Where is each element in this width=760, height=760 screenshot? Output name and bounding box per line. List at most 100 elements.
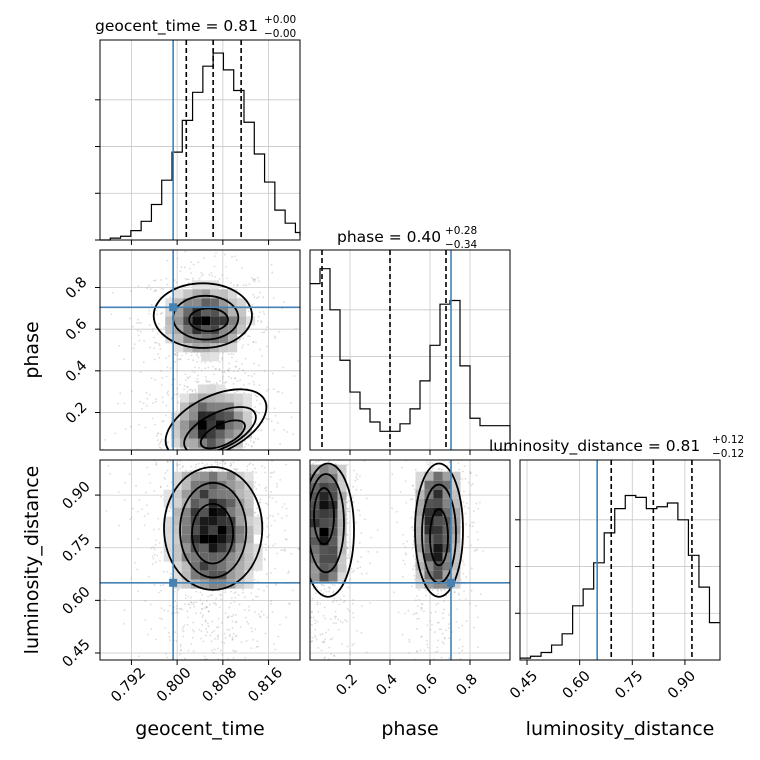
density-cell (208, 489, 218, 499)
sample-point (205, 379, 208, 381)
density-cell (190, 498, 200, 508)
sample-point (404, 546, 407, 549)
sample-point (154, 469, 156, 471)
sample-point (234, 391, 236, 394)
sample-point (265, 486, 268, 489)
sample-point (291, 589, 294, 592)
sample-point (118, 344, 121, 347)
sample-point (224, 588, 227, 591)
density-cell (237, 298, 247, 308)
density-cell (181, 561, 191, 571)
density-cell (235, 489, 245, 499)
sample-point (347, 554, 350, 556)
sample-point (307, 529, 309, 531)
sample-point (461, 559, 464, 562)
sample-point (259, 616, 262, 619)
sample-point (319, 633, 322, 636)
sample-point (348, 510, 351, 513)
sample-point (348, 610, 351, 612)
density-cell (415, 480, 425, 490)
sample-point (277, 461, 279, 463)
hist-bar (460, 366, 470, 450)
hist-bar (562, 634, 573, 660)
density-cell (228, 334, 238, 344)
sample-point (300, 542, 302, 544)
sample-point (161, 320, 163, 322)
contour-line (310, 473, 345, 574)
sample-point (205, 606, 208, 609)
sample-point (253, 296, 256, 299)
sample-point (141, 508, 143, 511)
sample-point (163, 609, 166, 612)
sample-point (429, 628, 432, 631)
sample-point (355, 727, 357, 729)
sample-point (179, 607, 182, 610)
sample-point (284, 470, 286, 472)
sample-point (186, 390, 189, 393)
sample-point (153, 490, 156, 493)
sample-point (465, 457, 467, 459)
sample-point (358, 509, 361, 512)
sample-point (155, 341, 158, 344)
sample-point (441, 745, 443, 747)
density-cell (215, 384, 225, 394)
sample-point (129, 317, 132, 320)
sample-point (263, 589, 265, 592)
sample-point (440, 589, 443, 592)
sample-point (166, 656, 169, 659)
sample-point (429, 620, 432, 622)
sample-point (474, 604, 477, 607)
sample-point (260, 429, 263, 432)
sample-point (257, 613, 260, 616)
density-cell (188, 447, 198, 450)
sample-point (246, 620, 249, 623)
sample-point (114, 432, 117, 435)
sample-point (273, 429, 276, 431)
hist-bar (688, 555, 699, 660)
density-cell (181, 579, 191, 589)
sample-point (405, 501, 408, 504)
sample-point (242, 344, 244, 347)
sample-point (205, 634, 207, 637)
sample-point (360, 488, 362, 491)
sample-point (210, 453, 212, 455)
sample-point (359, 514, 361, 517)
sample-point (320, 649, 323, 652)
sample-point (431, 462, 433, 465)
density-cell (190, 516, 200, 526)
sample-point (239, 626, 242, 628)
sample-point (271, 472, 274, 475)
sample-point (463, 662, 465, 664)
sample-point (169, 296, 171, 299)
density-cell (179, 411, 189, 421)
sample-point (259, 400, 261, 402)
sample-point (414, 612, 417, 615)
sample-point (356, 629, 359, 632)
sample-point (211, 274, 213, 277)
sample-point (233, 600, 236, 603)
sample-point (330, 653, 333, 656)
sample-point (144, 426, 147, 429)
sample-point (265, 502, 267, 505)
sample-point (158, 446, 161, 448)
sample-point (184, 379, 187, 381)
sample-point (333, 655, 336, 657)
density-cell (172, 534, 182, 544)
sample-point (196, 377, 199, 380)
sample-point (251, 445, 253, 447)
sample-point (364, 726, 366, 728)
sample-point (300, 567, 302, 569)
sample-point (477, 646, 480, 649)
sample-point (228, 635, 231, 638)
sample-point (452, 454, 454, 456)
sample-point (142, 402, 145, 405)
sample-point (306, 549, 308, 551)
sample-point (351, 644, 354, 647)
sample-point (279, 530, 281, 532)
sample-point (192, 277, 194, 280)
sample-point (262, 311, 265, 313)
sample-point (134, 419, 136, 421)
sample-point (177, 401, 180, 404)
sample-point (248, 283, 251, 286)
